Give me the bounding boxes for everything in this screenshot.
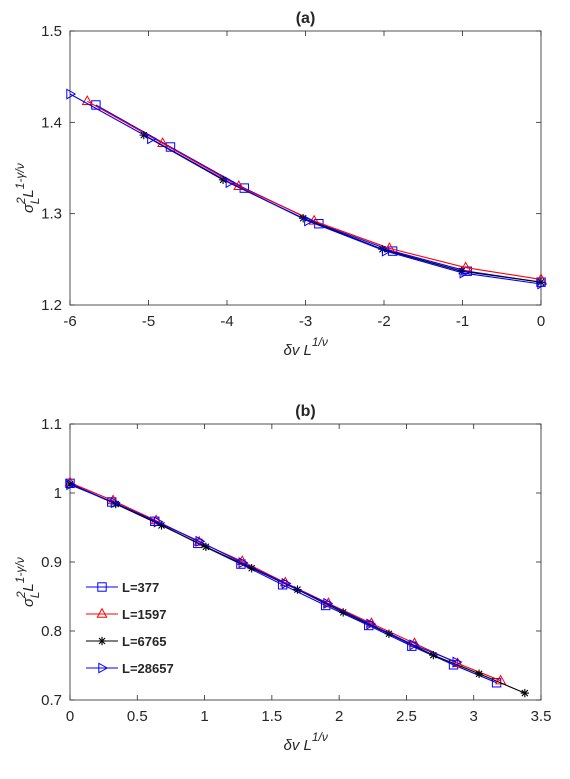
x-tick-label: 3 [470,708,478,725]
y-tick-label: 1.1 [41,416,62,433]
data-point [195,535,206,547]
x-axis-label: δv L1/ν [284,730,328,754]
legend-entry: L=377 [86,580,159,595]
x-tick-label: 2.5 [396,708,417,725]
data-point [233,180,245,190]
data-point [459,267,470,279]
series-line [69,484,457,663]
x-tick-label: 0 [537,313,545,330]
legend-label: L=1597 [122,607,166,622]
legend-entry: L=28657 [86,661,174,676]
data-point [281,577,292,589]
data-point [238,557,249,569]
x-tick-label: -3 [299,313,312,330]
data-point [225,177,236,189]
y-tick-label: 1.5 [41,23,62,40]
x-tick-label: 0.5 [127,708,148,725]
y-tick-label: 1 [54,485,62,502]
x-tick-label: -2 [377,313,390,330]
data-point [157,137,169,148]
data-point [381,245,392,257]
series-line [69,482,501,682]
x-tick-label: -6 [63,313,76,330]
y-axis-label: σ2LL1-γ/ν [13,163,42,213]
y-axis-label: σ2LL1-γ/ν [13,557,42,607]
legend-label: L=28657 [122,661,174,676]
legend: L=377 L=1597 L=6765 L=28657 [79,573,189,687]
series-line [69,93,542,285]
legend-marker [96,607,108,618]
data-point [474,669,484,678]
data-point [66,479,77,491]
legend-marker [97,582,107,592]
legend-entry: L=6765 [86,634,166,649]
y-tick-label: 1.3 [41,206,62,223]
data-point [201,542,211,552]
data-point [366,618,377,630]
plot-frame [69,30,542,306]
data-point [409,639,420,651]
x-tick-label: -1 [456,313,469,330]
x-tick-label: 1.5 [261,708,282,725]
data-point [495,674,507,685]
series-line [87,100,542,280]
panel-a: (a) -6 -5 -4 -3 -2 -1 0 1.2 1.3 1.4 1.5 δv L1/ν σ2LL1… [13,10,548,359]
data-point [537,278,548,290]
data-point [323,597,334,609]
x-tick-label: 2 [335,708,343,725]
y-tick-label: 0.8 [41,623,62,640]
legend-label: L=377 [122,580,159,595]
x-tick-label: -5 [142,313,155,330]
x-tick-label: 0 [66,708,74,725]
legend-marker [98,662,109,674]
data-point [193,535,205,546]
series-L=28657 [66,479,463,668]
legend-marker [97,636,107,646]
x-tick-label: 3.5 [531,708,552,725]
series-L=28657 [66,88,548,290]
legend-box [79,573,189,687]
x-tick-label: 1 [200,708,208,725]
y-tick-label: 0.9 [41,554,62,571]
data-point [81,95,93,106]
data-point [520,688,530,698]
data-point [304,215,315,227]
panel-title: (a) [296,10,316,27]
y-tick-label: 0.7 [41,692,62,709]
panel-b: (b) 0 0.5 1 1.5 2 2.5 3 3.5 0.7 0.8 0.9 1 1.1 δv L1/ν σ… [13,403,551,754]
data-point [147,133,158,145]
legend-entry: L=1597 [86,607,166,622]
panel-title: (b) [295,403,315,420]
x-tick-label: -4 [220,313,233,330]
legend-label: L=6765 [122,634,166,649]
data-point [153,516,164,528]
y-tick-label: 1.4 [41,114,62,131]
series-line [143,134,542,283]
y-tick-label: 1.2 [41,297,62,314]
data-point [236,555,248,566]
data-point [66,88,77,100]
x-axis-label: δv L1/ν [284,335,328,359]
data-point [452,656,463,668]
data-point [110,497,121,509]
